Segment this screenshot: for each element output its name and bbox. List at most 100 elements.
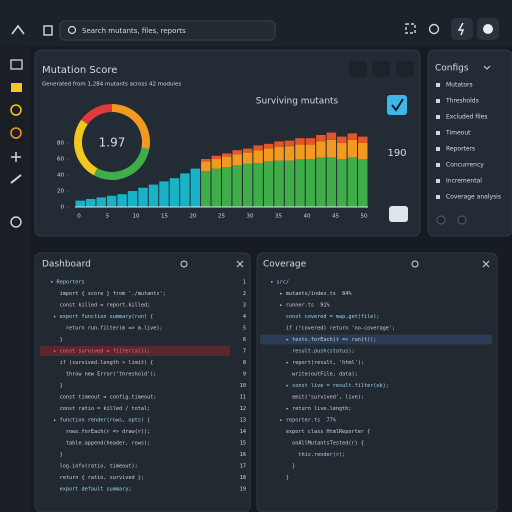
bar-segment	[222, 156, 232, 167]
bar-segment	[232, 154, 242, 166]
nav-dot[interactable]	[457, 215, 467, 225]
file-icon[interactable]	[43, 25, 53, 36]
search-icon[interactable]	[180, 260, 188, 268]
bar-segment	[138, 187, 148, 207]
nav-icon[interactable]	[11, 83, 22, 92]
x-tick-label: 0	[77, 214, 81, 220]
search-placeholder: Search mutants, files, reports	[82, 27, 186, 35]
panel-title: Configs	[435, 64, 469, 74]
x-tick-label: 25	[218, 214, 225, 220]
tool-button[interactable]	[396, 61, 414, 77]
x-tick-label: 20	[190, 214, 197, 220]
bar-segment	[127, 191, 138, 207]
bar-segment	[295, 138, 305, 145]
bar-segment	[305, 159, 316, 207]
list-bullet	[436, 147, 440, 151]
config-item[interactable]: Timeout	[445, 130, 471, 137]
config-item[interactable]: Concurrency	[446, 162, 484, 169]
x-tick-label: 45	[332, 214, 339, 220]
chevron[interactable]	[483, 65, 491, 70]
search-icon	[67, 25, 77, 35]
bar-segment	[117, 194, 127, 207]
line-number: 6	[243, 337, 246, 343]
x-tick-label: 35	[275, 214, 282, 220]
bar-segment	[222, 153, 232, 157]
bar-segment	[305, 138, 316, 145]
code-line: ▸ const survived = filter(all);	[44, 349, 150, 355]
bolt-icon	[457, 22, 465, 36]
close-icon[interactable]	[482, 260, 490, 268]
config-item[interactable]: Thresholds	[445, 98, 479, 105]
config-item[interactable]: Reporters	[446, 146, 475, 153]
check-button[interactable]	[387, 95, 407, 115]
close-icon[interactable]	[236, 260, 244, 268]
code-line: emit('survived', live);	[264, 395, 364, 401]
profile-icon	[483, 24, 493, 34]
code-line: result.push(status);	[264, 349, 355, 355]
nav-icon[interactable]	[10, 174, 22, 184]
nav-icon[interactable]	[11, 152, 21, 162]
code-line: ▸ tests.forEach(t => run(t));	[264, 337, 376, 343]
bolt-button[interactable]	[451, 18, 473, 40]
nav-icon[interactable]	[10, 216, 22, 228]
x-tick-label: 40	[304, 214, 311, 220]
line-number: 7	[243, 349, 246, 355]
grid-icon[interactable]	[405, 23, 416, 34]
code-line: this.render(r);	[264, 452, 345, 458]
search-box[interactable]	[59, 20, 276, 41]
bar-segment	[274, 160, 284, 207]
list-bullet	[436, 179, 440, 183]
x-tick-label: 10	[133, 214, 140, 220]
nav-icon[interactable]	[10, 59, 23, 70]
donut-segment	[81, 104, 113, 125]
code-line: if (!covered) return 'no-coverage';	[264, 326, 395, 332]
code-line: ▸ runner.ts 91%	[264, 303, 330, 309]
list-bullet	[436, 115, 440, 119]
code-line: table.append(header, rows);	[44, 441, 150, 447]
bar-segment	[253, 145, 263, 151]
bar-segment	[75, 200, 85, 207]
refresh-icon[interactable]	[428, 23, 440, 35]
code-line: return run.filter(m => m.live);	[44, 326, 163, 332]
y-tick-label: 60	[57, 157, 64, 163]
line-number: 16	[240, 452, 246, 458]
config-item[interactable]: Incremental	[446, 178, 482, 185]
bar-segment	[274, 147, 284, 161]
code-line: export class HtmlReporter {	[264, 429, 370, 435]
y-tick-label: 20	[57, 189, 64, 195]
nav-icon[interactable]	[10, 104, 22, 116]
code-line: ▸ reporter.ts 77%	[264, 418, 337, 424]
config-item[interactable]: Excluded files	[446, 114, 487, 121]
menu-button[interactable]	[389, 206, 408, 222]
code-line: import { score } from './mutants';	[44, 291, 166, 297]
bar-segment	[96, 197, 106, 207]
code-line: const ratio = killed / total;	[44, 406, 150, 412]
tool-button[interactable]	[349, 61, 367, 77]
dashboard-panel	[34, 252, 251, 512]
bar-segment	[253, 163, 263, 207]
bar-segment	[263, 143, 274, 149]
bar-segment	[190, 168, 201, 207]
config-item[interactable]: Coverage analysis	[446, 194, 501, 201]
panel-title: Mutation Score	[42, 65, 117, 76]
search-icon[interactable]	[411, 260, 419, 268]
home-icon[interactable]	[11, 24, 25, 35]
panel-subtitle: Generated from 1,284 mutants across 42 m…	[42, 82, 181, 88]
bar-segment	[337, 143, 347, 159]
line-number: 2	[243, 291, 246, 297]
list-bullet	[436, 195, 440, 199]
bar-segment	[326, 139, 337, 158]
code-line: ▸ export function summary(run) {	[44, 314, 153, 320]
x-tick-label: 50	[361, 214, 368, 220]
nav-dot[interactable]	[436, 215, 446, 225]
config-panel	[427, 49, 512, 237]
bar-segment	[201, 171, 211, 207]
nav-icon[interactable]	[10, 127, 22, 139]
tool-button[interactable]	[372, 61, 390, 77]
code-line: }	[264, 475, 289, 481]
sidebar	[0, 46, 30, 512]
bar-segment	[263, 161, 274, 207]
line-number: 8	[243, 360, 246, 366]
config-item[interactable]: Mutators	[446, 82, 473, 89]
line-number: 17	[240, 464, 246, 470]
